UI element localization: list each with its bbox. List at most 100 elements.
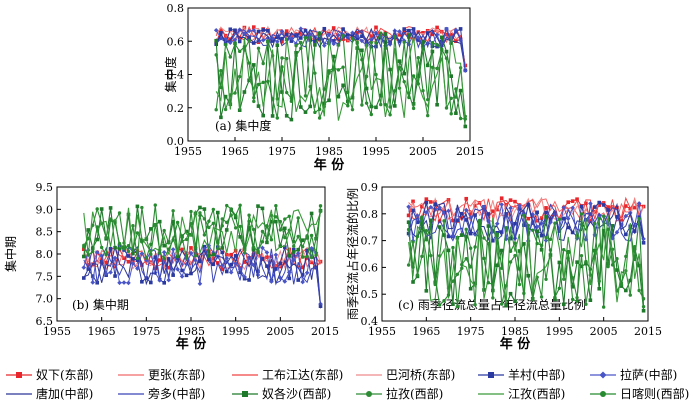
data-point	[426, 97, 430, 102]
data-point	[135, 266, 140, 271]
data-point	[402, 79, 406, 84]
data-point	[464, 234, 469, 239]
data-point	[584, 259, 588, 264]
data-point	[266, 29, 270, 33]
legend-item: 工布江达(东部)	[232, 367, 343, 382]
data-point	[126, 249, 131, 254]
data-point	[539, 233, 544, 238]
data-point	[504, 303, 508, 308]
data-point	[458, 88, 463, 93]
data-point	[601, 305, 606, 309]
data-point	[628, 226, 632, 231]
data-point	[570, 297, 575, 302]
data-point	[579, 264, 584, 269]
x-tick-label: 1955	[43, 325, 71, 338]
data-point	[526, 223, 530, 228]
data-point	[522, 213, 526, 217]
data-point	[566, 225, 570, 230]
data-point	[579, 253, 584, 258]
data-point	[233, 226, 238, 230]
data-point	[278, 228, 283, 232]
data-point	[615, 268, 619, 272]
data-point	[314, 237, 318, 241]
data-point	[175, 266, 180, 272]
data-point	[606, 227, 610, 231]
data-point	[309, 233, 314, 238]
data-point	[291, 257, 297, 263]
data-point	[513, 299, 517, 304]
data-point	[544, 215, 548, 219]
data-point	[499, 196, 504, 201]
series-line	[215, 31, 466, 120]
data-point	[424, 200, 429, 205]
data-point	[331, 26, 336, 30]
data-point	[274, 267, 278, 271]
data-point	[548, 220, 553, 225]
data-point	[225, 203, 229, 208]
data-point	[364, 39, 369, 44]
data-point	[535, 210, 539, 215]
data-point	[557, 217, 562, 221]
data-point	[224, 269, 229, 274]
data-point	[544, 277, 548, 282]
data-point	[247, 61, 251, 65]
data-point	[224, 255, 230, 261]
data-point	[517, 249, 522, 253]
data-point	[583, 237, 589, 242]
data-point	[113, 221, 117, 225]
data-point	[238, 235, 242, 239]
data-point	[202, 217, 207, 221]
data-point	[238, 270, 242, 275]
data-point	[531, 228, 535, 232]
data-point	[144, 256, 149, 260]
data-point	[455, 206, 460, 212]
data-point	[561, 216, 566, 221]
data-point	[121, 280, 127, 285]
x-tick-label: 1955	[174, 145, 202, 158]
data-point	[260, 240, 265, 244]
data-point	[242, 246, 247, 250]
data-point	[256, 29, 261, 34]
data-point	[428, 204, 434, 210]
data-point	[233, 42, 237, 46]
data-point	[126, 254, 131, 258]
data-point	[299, 46, 303, 51]
data-point	[460, 262, 464, 267]
data-point	[402, 27, 406, 31]
data-point	[126, 243, 131, 248]
data-point	[202, 233, 207, 237]
data-point	[434, 32, 440, 38]
data-point	[211, 256, 216, 261]
data-point	[91, 249, 95, 254]
series-line	[408, 215, 645, 305]
data-point	[223, 94, 228, 99]
data-point	[444, 26, 449, 32]
data-point	[535, 241, 539, 246]
data-point	[289, 96, 294, 101]
data-point	[228, 270, 234, 275]
data-point	[171, 238, 175, 242]
data-point	[140, 279, 144, 284]
data-point	[131, 247, 135, 252]
chart-panel-c: 1955 1965 1975 1985 1995 2005 2015 0.4 0.5 0.6 0.7…	[345, 181, 662, 352]
legend-label: 唐加(中部)	[36, 386, 93, 401]
data-point	[336, 68, 341, 72]
data-point	[491, 282, 495, 287]
legend-item: 日喀则(西部)	[590, 386, 689, 401]
data-point	[411, 106, 416, 111]
data-point	[464, 218, 469, 222]
data-point	[486, 212, 491, 216]
data-point	[317, 31, 322, 36]
data-point	[406, 213, 411, 218]
data-point	[477, 218, 482, 223]
data-point	[499, 202, 504, 207]
legend-label: 日喀则(西部)	[620, 386, 689, 401]
data-point	[283, 217, 287, 221]
data-point	[421, 47, 425, 51]
data-point	[415, 234, 420, 239]
data-point	[256, 82, 261, 87]
data-point	[327, 98, 331, 103]
data-point	[450, 233, 456, 239]
data-point	[131, 257, 135, 261]
